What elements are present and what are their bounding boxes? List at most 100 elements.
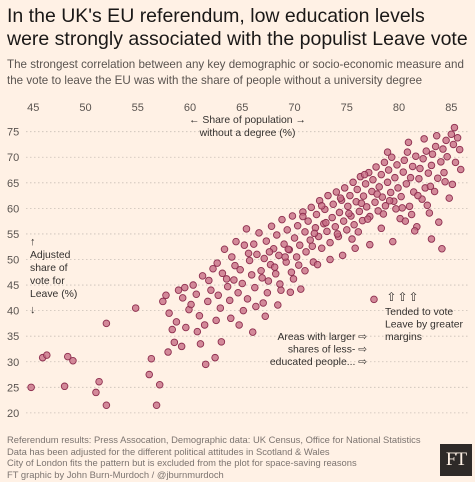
data-point <box>275 251 283 260</box>
data-point <box>331 223 340 231</box>
data-point <box>426 182 435 191</box>
data-point <box>247 271 256 279</box>
data-point <box>448 180 457 189</box>
ft-logo: FT <box>440 444 472 476</box>
data-point <box>267 222 276 231</box>
data-point <box>416 164 424 173</box>
data-point <box>412 152 420 160</box>
data-point <box>449 140 458 149</box>
data-point <box>271 270 280 278</box>
data-point <box>354 228 363 236</box>
y-axis-arrow-up: ↑ <box>30 236 36 248</box>
data-point <box>265 248 274 256</box>
data-point <box>244 249 253 258</box>
data-point <box>212 316 220 325</box>
data-point <box>371 198 379 206</box>
data-point <box>398 204 406 212</box>
data-point <box>230 276 238 284</box>
data-point <box>310 229 319 238</box>
data-point <box>270 263 279 271</box>
data-point <box>335 208 344 217</box>
data-point <box>296 241 304 249</box>
y-tick-label: 75 <box>7 127 19 139</box>
data-point <box>389 237 397 246</box>
data-point <box>317 244 326 252</box>
data-point <box>302 248 310 256</box>
data-point <box>231 261 239 270</box>
data-point <box>456 165 465 174</box>
data-point <box>326 238 334 247</box>
data-point <box>211 353 219 362</box>
y-axis-title-line: Leave (%) <box>30 289 77 300</box>
data-point <box>312 210 321 219</box>
data-point <box>193 327 202 336</box>
annotation-areas-line: shares of less- ⇨ <box>288 345 367 356</box>
data-point <box>332 188 341 196</box>
data-point <box>306 236 314 244</box>
data-point <box>165 309 173 317</box>
y-axis-title-line: Adjusted <box>30 250 71 261</box>
data-point <box>345 209 353 218</box>
x-tick-label: 80 <box>393 102 405 114</box>
data-point <box>328 213 336 222</box>
data-point <box>234 288 242 297</box>
data-point <box>333 230 342 238</box>
data-point <box>392 205 400 213</box>
x-tick-label: 55 <box>132 102 144 114</box>
data-point <box>362 203 371 211</box>
data-point <box>360 170 369 179</box>
data-point <box>338 251 347 260</box>
data-point <box>441 178 449 186</box>
data-point <box>381 202 390 210</box>
footer-city-note: City of London fits the pattern but is e… <box>7 457 357 469</box>
data-point <box>63 352 72 361</box>
data-point <box>263 288 272 297</box>
y-axis-title-line: share of <box>30 263 68 274</box>
data-point <box>455 145 464 154</box>
data-point <box>274 301 282 309</box>
x-axis-title-line: ← Share of population → <box>189 115 306 126</box>
data-point <box>317 202 326 210</box>
data-point <box>301 266 309 275</box>
data-point <box>276 280 284 288</box>
data-point <box>372 163 380 171</box>
data-point <box>407 210 416 219</box>
footer-adjustment-note: Data has been adjusted for the different… <box>7 445 330 457</box>
x-tick-label: 85 <box>445 102 457 114</box>
annotation-arrows-up: ⇧⇧⇧ <box>386 290 419 304</box>
data-point <box>253 250 261 259</box>
data-point <box>288 212 297 220</box>
y-tick-label: 65 <box>7 178 19 190</box>
data-point <box>355 207 364 216</box>
data-point <box>155 381 164 389</box>
data-point <box>289 275 298 283</box>
data-point <box>399 168 407 176</box>
data-point <box>172 318 181 326</box>
data-point <box>408 162 417 171</box>
data-point <box>322 218 330 227</box>
data-point <box>348 235 356 243</box>
data-point <box>427 161 436 170</box>
data-point <box>299 212 307 221</box>
data-point <box>177 342 186 351</box>
data-point <box>297 285 305 293</box>
data-point <box>204 297 212 306</box>
y-tick-label: 30 <box>7 357 19 369</box>
data-point <box>178 294 187 302</box>
chart-subtitle: The strongest correlation between any ke… <box>7 58 464 87</box>
data-point <box>152 401 161 409</box>
data-point <box>383 148 392 156</box>
data-point <box>255 229 263 237</box>
data-point <box>159 297 167 306</box>
data-point <box>437 158 445 166</box>
data-point <box>324 191 332 200</box>
data-point <box>369 175 377 184</box>
data-point <box>445 194 453 202</box>
data-point <box>192 290 201 299</box>
footer-source: Referendum results: Press Assocation, De… <box>7 434 421 445</box>
data-point <box>162 291 170 300</box>
data-point <box>301 228 309 236</box>
footer-credit: FT graphic by John Burn-Murdoch / @jburn… <box>7 468 224 480</box>
data-point <box>131 304 140 312</box>
